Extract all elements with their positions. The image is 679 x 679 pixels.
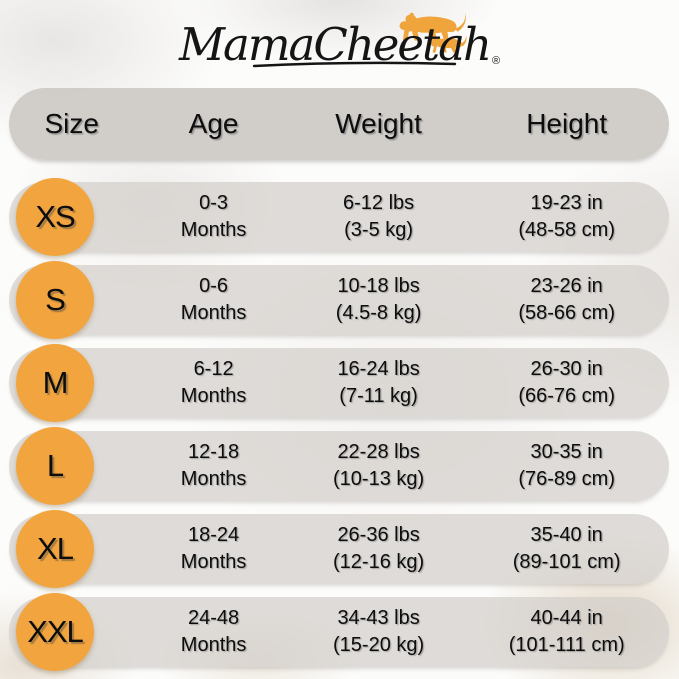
age-unit: Months xyxy=(180,468,247,490)
weight-lbs: 22-28 lbs xyxy=(337,441,420,463)
age-range: 18-24 xyxy=(188,524,240,546)
height-in: 26-30 in xyxy=(530,358,603,380)
age-cell: 12-18 Months xyxy=(134,439,292,493)
height-cm: (48-58 cm) xyxy=(518,219,616,241)
cheetah-with-cub-icon xyxy=(399,12,467,53)
age-unit: Months xyxy=(180,551,247,573)
weight-cell: 10-18 lbs (4.5-8 kg) xyxy=(293,273,465,327)
size-badge-xxl: XXL xyxy=(16,593,94,671)
size-row-xl: XL 18-24 Months 26-36 lbs (12-16 kg) 35-… xyxy=(9,510,669,588)
age-cell: 6-12 Months xyxy=(134,356,292,410)
weight-lbs: 26-36 lbs xyxy=(337,524,420,546)
size-badge-xl: XL xyxy=(16,510,94,588)
age-range: 24-48 xyxy=(188,607,240,629)
registered-trademark: ® xyxy=(491,55,501,67)
size-row-m: M 6-12 Months 16-24 lbs (7-11 kg) 26-30 … xyxy=(9,344,669,422)
height-cell: 40-44 in (101-111 cm) xyxy=(464,605,669,659)
size-chart-header-row: Size Age Weight Height xyxy=(9,88,669,160)
size-chart: Size Age Weight Height XS 0-3 Months 6-1… xyxy=(9,88,669,671)
age-cell: 18-24 Months xyxy=(134,522,292,576)
age-unit: Months xyxy=(180,219,247,241)
size-row-s: S 0-6 Months 10-18 lbs (4.5-8 kg) 23-26 … xyxy=(9,261,669,339)
weight-kg: (15-20 kg) xyxy=(333,634,425,656)
height-cell: 23-26 in (58-66 cm) xyxy=(464,273,669,327)
weight-lbs: 10-18 lbs xyxy=(337,275,420,297)
size-badge-l: L xyxy=(16,427,94,505)
brand-logo-text: MamaCheetah ® xyxy=(0,22,679,67)
weight-kg: (10-13 kg) xyxy=(333,468,425,490)
height-in: 23-26 in xyxy=(530,275,603,297)
height-in: 19-23 in xyxy=(530,192,603,214)
brand-name: MamaCheetah xyxy=(178,18,492,71)
age-range: 0-3 xyxy=(199,192,229,214)
age-unit: Months xyxy=(180,385,247,407)
weight-cell: 16-24 lbs (7-11 kg) xyxy=(293,356,465,410)
height-cm: (89-101 cm) xyxy=(512,551,621,573)
weight-kg: (12-16 kg) xyxy=(333,551,425,573)
age-unit: Months xyxy=(180,634,247,656)
weight-cell: 34-43 lbs (15-20 kg) xyxy=(293,605,465,659)
header-weight: Weight xyxy=(335,108,422,139)
age-range: 6-12 xyxy=(193,358,234,380)
height-in: 35-40 in xyxy=(530,524,603,546)
weight-cell: 26-36 lbs (12-16 kg) xyxy=(293,522,465,576)
height-cm: (76-89 cm) xyxy=(518,468,616,490)
height-in: 30-35 in xyxy=(530,441,603,463)
height-cell: 35-40 in (89-101 cm) xyxy=(464,522,669,576)
age-range: 12-18 xyxy=(188,441,240,463)
height-cm: (66-76 cm) xyxy=(518,385,616,407)
weight-lbs: 16-24 lbs xyxy=(337,358,420,380)
header-age: Age xyxy=(188,108,239,139)
header-height: Height xyxy=(526,108,608,139)
weight-kg: (7-11 kg) xyxy=(339,385,418,407)
header-size: Size xyxy=(44,108,99,139)
size-row-l: L 12-18 Months 22-28 lbs (10-13 kg) 30-3… xyxy=(9,427,669,505)
height-cell: 30-35 in (76-89 cm) xyxy=(464,439,669,493)
size-row-xxl: XXL 24-48 Months 34-43 lbs (15-20 kg) 40… xyxy=(9,593,669,671)
brand-logo: MamaCheetah ® xyxy=(0,0,679,90)
logo-flourish-underline xyxy=(252,61,457,68)
weight-lbs: 34-43 lbs xyxy=(337,607,420,629)
weight-cell: 22-28 lbs (10-13 kg) xyxy=(293,439,465,493)
height-in: 40-44 in xyxy=(530,607,603,629)
weight-lbs: 6-12 lbs xyxy=(343,192,415,214)
age-cell: 0-6 Months xyxy=(134,273,292,327)
age-unit: Months xyxy=(180,302,247,324)
height-cm: (101-111 cm) xyxy=(508,634,625,656)
age-cell: 0-3 Months xyxy=(134,190,292,244)
age-cell: 24-48 Months xyxy=(134,605,292,659)
size-row-xs: XS 0-3 Months 6-12 lbs (3-5 kg) 19-23 in… xyxy=(9,178,669,256)
weight-kg: (3-5 kg) xyxy=(344,219,414,241)
weight-kg: (4.5-8 kg) xyxy=(335,302,422,324)
height-cell: 19-23 in (48-58 cm) xyxy=(464,190,669,244)
size-badge-s: S xyxy=(16,261,94,339)
size-badge-m: M xyxy=(16,344,94,422)
height-cm: (58-66 cm) xyxy=(518,302,616,324)
height-cell: 26-30 in (66-76 cm) xyxy=(464,356,669,410)
weight-cell: 6-12 lbs (3-5 kg) xyxy=(293,190,465,244)
age-range: 0-6 xyxy=(199,275,229,297)
size-badge-xs: XS xyxy=(16,178,94,256)
